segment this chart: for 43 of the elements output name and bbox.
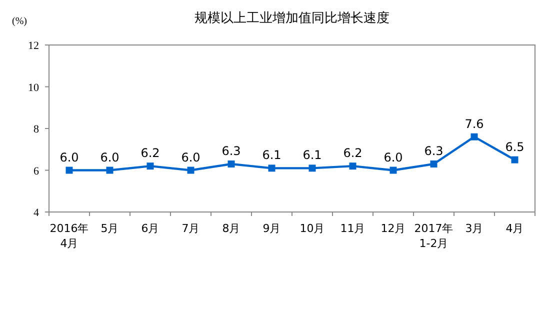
- point: [390, 166, 397, 174]
- x-tick-label: 6月: [141, 222, 160, 235]
- data-label: 6.0: [384, 150, 403, 164]
- data-label: 6.5: [505, 140, 524, 154]
- x-tick-label: 10月: [300, 222, 325, 235]
- x-tick-label: 8月: [222, 222, 240, 235]
- data-label: 6.1: [302, 148, 322, 162]
- point: [66, 166, 73, 174]
- x-tick-label: 7月: [182, 222, 200, 235]
- point: [349, 162, 356, 170]
- y-axis-title: (%): [12, 16, 27, 27]
- x-tick-label: 9月: [262, 222, 281, 235]
- y-tick-label: 8: [34, 124, 40, 136]
- data-label: 6.3: [222, 144, 241, 158]
- data-label: 6.0: [181, 150, 200, 164]
- point: [511, 156, 518, 164]
- x-tick-label: 4月: [506, 222, 524, 235]
- point: [187, 166, 194, 174]
- point: [228, 160, 235, 168]
- y-tick-label: 4: [34, 207, 40, 219]
- point: [430, 160, 438, 168]
- chart-title: 规模以上工业增加值同比增长速度: [194, 10, 390, 26]
- point: [268, 164, 276, 172]
- y-tick-label: 10: [28, 82, 40, 94]
- point: [106, 166, 114, 174]
- data-label: 6.1: [262, 148, 282, 162]
- point: [308, 164, 316, 172]
- data-label: 6.2: [140, 146, 160, 160]
- x-tick-label: 2016年 4月: [50, 222, 89, 250]
- data-label: 6.2: [343, 146, 362, 160]
- x-tick-label: 5月: [100, 222, 119, 235]
- x-tick-label: 11月: [340, 222, 366, 235]
- data-label: 6.0: [60, 150, 79, 164]
- data-label: 6.3: [424, 144, 444, 158]
- y-tick-label: 12: [28, 40, 39, 52]
- data-label: 7.6: [464, 116, 484, 131]
- data-label: 6.0: [100, 150, 120, 164]
- y-tick-label: 6: [34, 165, 40, 178]
- point: [470, 133, 478, 140]
- x-tick-label: 2017年 1-2月: [414, 222, 454, 250]
- x-tick-label: 12月: [380, 222, 406, 235]
- x-tick-label: 3月: [465, 222, 484, 235]
- point: [146, 162, 154, 170]
